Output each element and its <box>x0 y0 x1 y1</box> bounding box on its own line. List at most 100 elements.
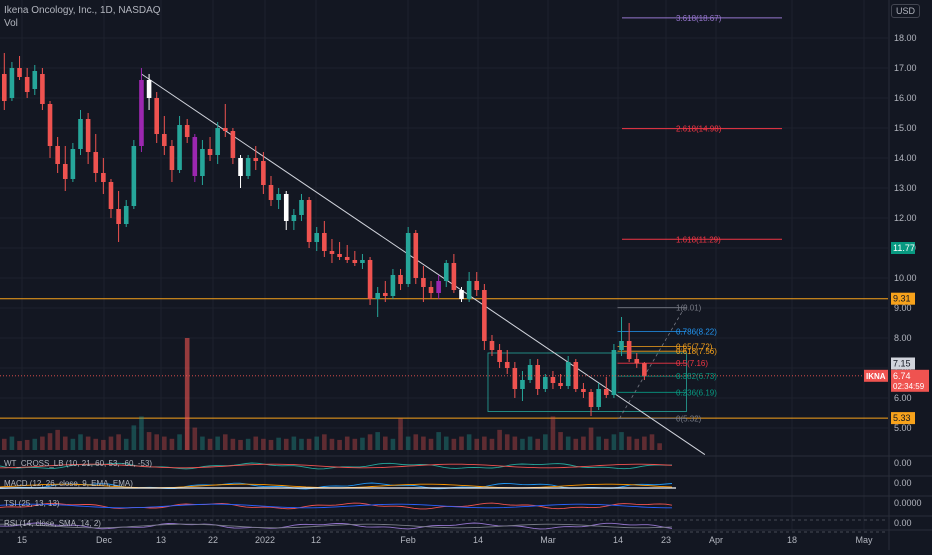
volume-bar <box>32 438 38 450</box>
volume-bar <box>383 436 388 450</box>
price-tag-label: 5.33 <box>893 413 911 423</box>
volume-bar <box>268 439 274 450</box>
volume-bar <box>459 436 464 450</box>
candle <box>527 359 533 383</box>
candle <box>405 227 411 287</box>
pane-axis-label: 0.00 <box>894 518 912 528</box>
candle <box>215 122 220 164</box>
candle-body <box>558 383 563 386</box>
volume-bar <box>344 436 350 450</box>
indicator-pane: MACD (12, 26, close, 9, EMA, EMA) 0.00 <box>0 475 932 490</box>
candle <box>70 143 76 182</box>
candle <box>634 353 640 368</box>
pane-axis-label: 0.00 <box>894 478 912 488</box>
candle-body <box>642 363 647 376</box>
volume-bar <box>497 429 502 450</box>
volume-bar <box>520 438 525 450</box>
candle <box>428 281 434 299</box>
candle <box>253 146 259 170</box>
candle <box>421 266 426 302</box>
candle-body <box>78 119 83 149</box>
volume-bar <box>222 434 228 450</box>
candle <box>85 113 91 164</box>
volume-bar <box>390 438 396 450</box>
volume-bar <box>101 439 106 450</box>
y-tick-label: 15.00 <box>894 123 917 133</box>
volume-bar <box>200 436 205 450</box>
volume-bar <box>512 436 518 450</box>
chart-header: Ikena Oncology, Inc., 1D, NASDAQ Vol <box>4 4 161 30</box>
candle <box>367 257 373 305</box>
candle <box>314 227 320 251</box>
candle-body <box>291 215 297 221</box>
candle <box>40 68 45 110</box>
candle <box>24 68 30 98</box>
volume-bar <box>482 436 487 450</box>
indicator-pane: WT_CROSS_LB (10, 21, 60, 53, -60, -53) 0.… <box>0 455 932 470</box>
candle-body <box>2 74 7 101</box>
volume-bar <box>596 436 601 450</box>
candle-body <box>436 281 441 293</box>
volume-bar <box>504 434 510 450</box>
candle <box>261 152 266 194</box>
current-price-tag <box>891 369 929 392</box>
x-tick-label: Mar <box>540 535 556 545</box>
currency-button[interactable]: USD <box>890 4 920 18</box>
volume-label: Vol <box>4 18 18 29</box>
volume-bar <box>474 438 480 450</box>
candle-body <box>131 146 137 206</box>
candle <box>588 389 594 416</box>
pane-line <box>0 522 673 530</box>
x-tick-label: May <box>855 535 873 545</box>
candle <box>626 323 632 362</box>
volume-bar <box>108 436 114 450</box>
volume-bar <box>299 438 304 450</box>
volume-bar <box>581 436 586 450</box>
candle-body <box>626 341 632 359</box>
candle <box>375 287 380 317</box>
x-tick-label: 15 <box>17 535 27 545</box>
candle-body <box>466 281 472 299</box>
y-tick-label: 14.00 <box>894 153 917 163</box>
volume-bar <box>2 438 7 450</box>
candle <box>17 56 22 80</box>
pane-line <box>0 503 672 509</box>
x-tick-label: 13 <box>156 535 166 545</box>
candle-body <box>398 275 403 284</box>
candle-body <box>535 365 540 389</box>
volume-bar <box>192 427 198 450</box>
candle-body <box>245 158 251 176</box>
candle-body <box>390 275 396 296</box>
candle-body <box>40 74 45 104</box>
candle-body <box>504 362 510 368</box>
volume-bar <box>405 436 411 450</box>
candle <box>383 281 388 302</box>
volume-bar <box>47 433 53 450</box>
candle <box>162 116 167 155</box>
candle <box>558 374 563 389</box>
ticker-tag-bg <box>864 369 888 382</box>
candle <box>108 179 114 218</box>
candle-body <box>24 77 30 92</box>
volume-bar <box>116 434 121 450</box>
candle <box>306 197 312 248</box>
candle-body <box>497 350 502 362</box>
volume-bar <box>253 436 259 450</box>
candle-body <box>169 146 175 170</box>
candle-body <box>215 128 220 155</box>
y-tick-label: 16.00 <box>894 93 917 103</box>
volume-bar <box>527 436 533 450</box>
x-tick-label: 14 <box>613 535 623 545</box>
volume-bar <box>162 436 167 450</box>
symbol-title: Ikena Oncology, Inc., 1D, NASDAQ <box>4 5 161 16</box>
candle <box>489 335 495 356</box>
y-tick-label: 17.00 <box>894 63 917 73</box>
candle-body <box>413 233 419 278</box>
candle-body <box>360 260 365 263</box>
volume-bar <box>367 434 373 450</box>
candle <box>131 140 137 209</box>
y-tick-label: 13.00 <box>894 183 917 193</box>
candle-body <box>55 146 60 164</box>
volume-bar <box>291 436 297 450</box>
